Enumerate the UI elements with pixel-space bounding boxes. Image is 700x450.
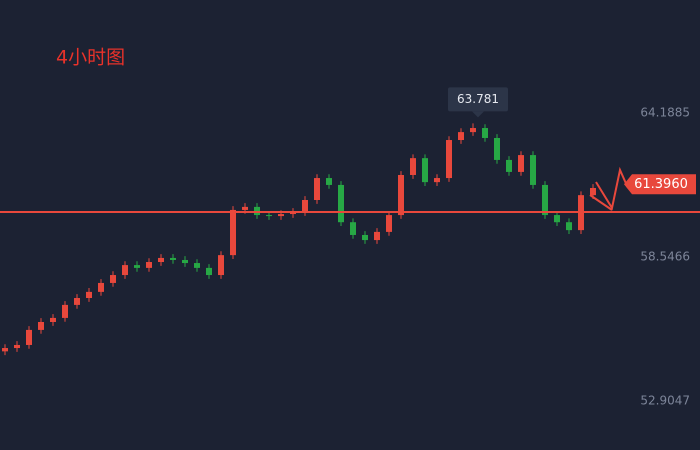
- candle-body: [446, 140, 452, 179]
- drawing-arrows: [589, 166, 629, 211]
- candle-body: [38, 322, 44, 330]
- candle-body: [278, 214, 284, 217]
- candle-body: [482, 128, 488, 138]
- candle-body: [518, 155, 524, 172]
- candle-body: [530, 155, 536, 185]
- candle-body: [506, 159, 512, 172]
- candle-body: [542, 184, 548, 216]
- candle-body: [350, 222, 356, 235]
- candle-body: [590, 188, 596, 196]
- candle-body: [434, 178, 440, 183]
- candle-body: [134, 265, 140, 268]
- candle-body: [2, 348, 8, 352]
- candle-body: [398, 174, 404, 216]
- candle-body: [470, 128, 476, 133]
- candle-body: [62, 304, 68, 318]
- candle-body: [14, 344, 20, 349]
- price-tag-label: 61.3960: [634, 177, 688, 192]
- candle-body: [266, 215, 272, 217]
- candle-body: [326, 178, 332, 185]
- candle-body: [362, 234, 368, 241]
- candle-body: [386, 215, 392, 232]
- candle-body: [194, 263, 200, 268]
- max-label: 63.781: [457, 92, 499, 106]
- candle-body: [98, 282, 104, 292]
- y-tick-label: 52.9047: [640, 394, 690, 408]
- candle-body: [158, 257, 164, 263]
- price-tag: [624, 174, 696, 195]
- candle-body: [50, 317, 56, 323]
- candle-body: [218, 255, 224, 276]
- max-label-box: [448, 87, 508, 112]
- candle-body: [554, 215, 560, 223]
- max-label-pointer: [472, 111, 484, 118]
- chart-title: 4小时图: [56, 47, 125, 69]
- y-tick-label: 58.5466: [640, 250, 690, 264]
- candle-body: [338, 184, 344, 223]
- candle-body: [74, 298, 80, 305]
- candle-body: [170, 257, 176, 260]
- arrow: [595, 166, 629, 211]
- candle-body: [290, 211, 296, 215]
- y-tick-label: 64.1885: [640, 106, 690, 120]
- candle-body: [230, 209, 236, 256]
- candle-body: [182, 259, 188, 264]
- candle-body: [146, 262, 152, 268]
- candle-body: [422, 158, 428, 183]
- candle-body: [122, 265, 128, 276]
- candle-body: [86, 291, 92, 299]
- candle-body: [458, 132, 464, 141]
- candle-body: [242, 206, 248, 210]
- candle-body: [254, 206, 260, 216]
- candle-body: [302, 200, 308, 212]
- candle-body: [110, 275, 116, 283]
- plot: 52.9047 58.5466 64.1885 63.781 61.3960: [0, 87, 700, 408]
- arrow: [589, 194, 613, 211]
- candle-body: [410, 158, 416, 175]
- candle-body: [206, 267, 212, 276]
- candle-body: [494, 137, 500, 160]
- candle-body: [314, 178, 320, 200]
- candle-body: [26, 329, 32, 345]
- candle-body: [566, 222, 572, 231]
- candle-body: [374, 231, 380, 241]
